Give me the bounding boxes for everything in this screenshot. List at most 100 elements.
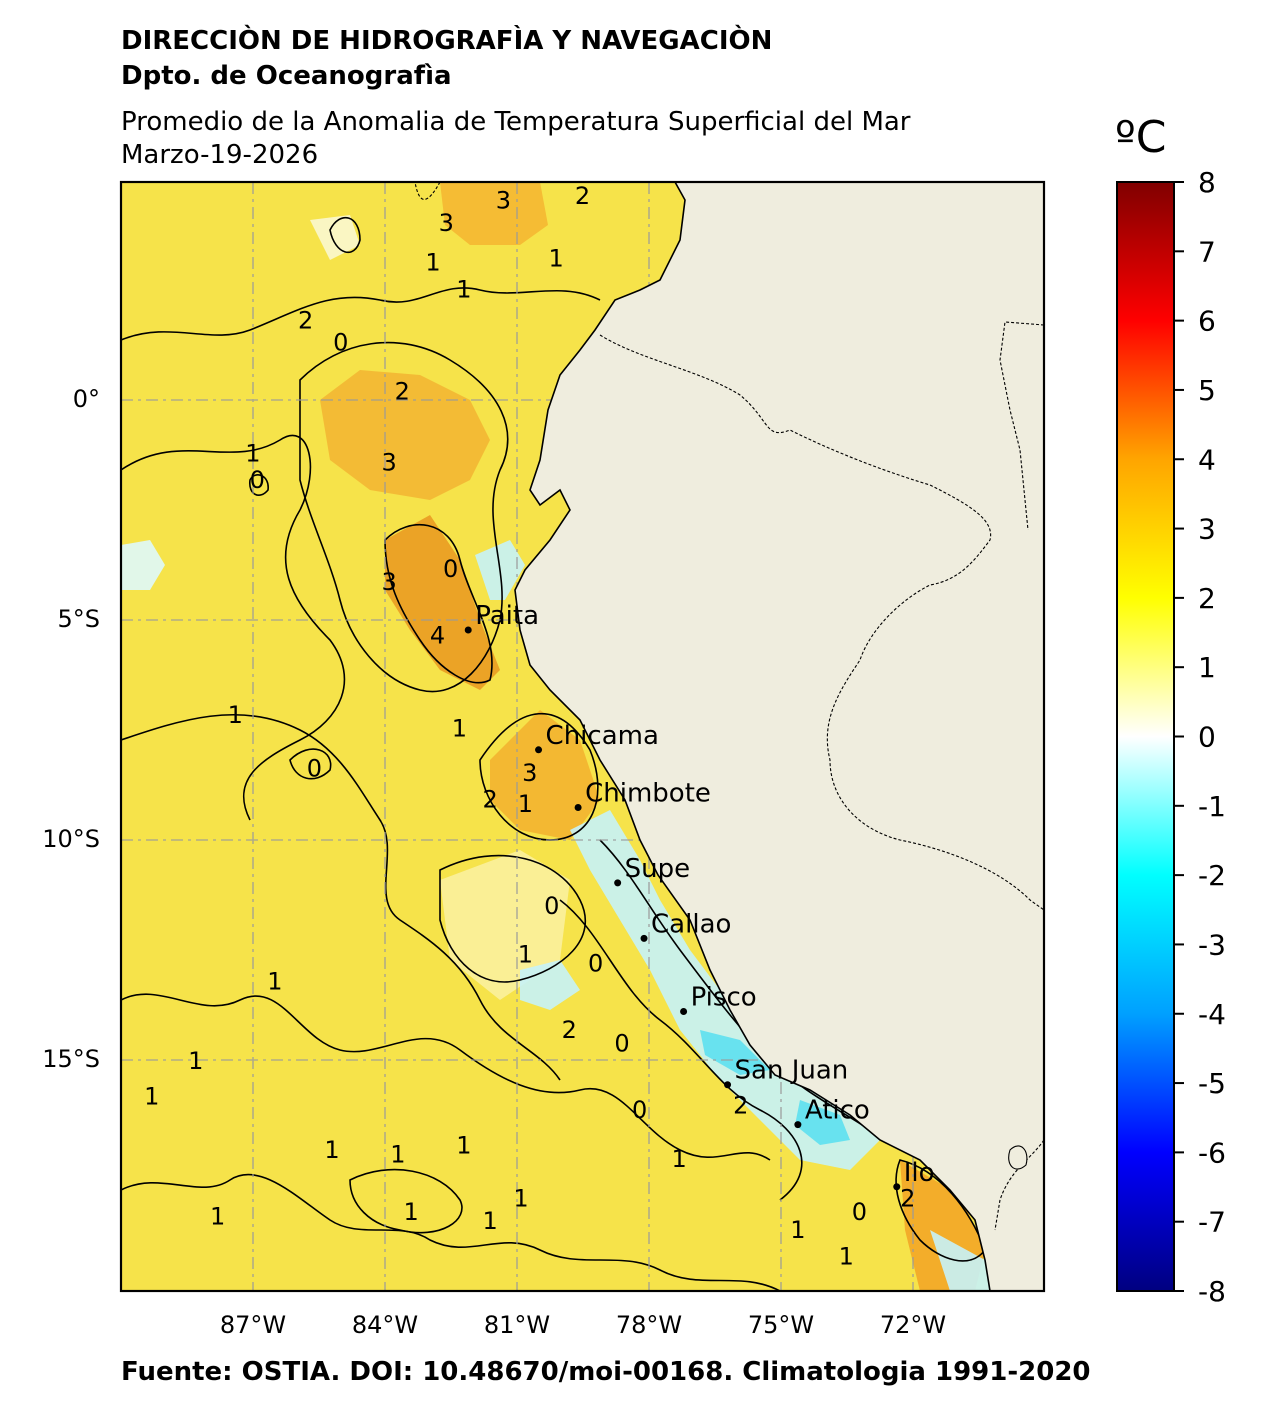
contour-label: 1 [390,1140,405,1168]
contour-label: 0 [588,950,603,978]
colorbar-tick-label: 2 [1198,582,1216,615]
contour-lines [121,216,986,1291]
lon-tick-label: 75°W [748,1311,814,1339]
colorbar-tick-label: -3 [1198,928,1226,961]
city-marker [680,1008,688,1016]
lon-tick-label: 72°W [880,1311,946,1339]
contour-label: 1 [403,1198,418,1226]
contour-label: 1 [839,1242,854,1270]
contour-label: 2 [900,1185,915,1213]
contour-label: 1 [518,790,533,818]
map-date: Marzo-19-2026 [121,140,319,170]
colorbar-tick-label: -7 [1198,1206,1226,1239]
lon-tick-label: 87°W [220,1311,286,1339]
contour-label: 0 [250,466,265,494]
contour-label: 0 [852,1198,867,1226]
lon-tick-label: 84°W [352,1311,418,1339]
city-marker [574,803,582,811]
contour-label: 3 [439,209,454,237]
contour-label: 1 [144,1083,159,1111]
colorbar-tick-label: 1 [1198,651,1216,684]
city-marker [893,1183,901,1191]
contour-label: 1 [456,275,471,303]
contour-label: 2 [395,377,410,405]
warm-anomaly-core [385,515,500,690]
city-label: Chimbote [585,778,711,808]
contour-label: 3 [381,448,396,476]
warm-anomaly-north [440,182,548,245]
contour-label: 1 [210,1202,225,1230]
city-marker [794,1121,802,1129]
colorbar-tick-label: 8 [1198,166,1216,199]
city-label: Pisco [691,983,757,1013]
city-marker [614,879,622,887]
lat-tick-label: 10°S [42,825,100,853]
map-frame [119,180,1046,1293]
data-source-footer: Fuente: OSTIA. DOI: 10.48670/moi-00168. … [121,1357,1091,1387]
city-label: Paita [475,601,539,631]
city-label: Ilo [904,1158,935,1188]
contour-label: 3 [381,568,396,596]
contour-label: 1 [672,1145,687,1173]
contour-label: 1 [790,1216,805,1244]
contour-label: 0 [443,555,458,583]
colorbar-tick-label: 6 [1198,305,1216,338]
contour-label: 4 [430,621,445,649]
contour-label: 2 [575,182,590,210]
city-markers: Paita Chicama Chimbote Supe Callao Pisco San J… [464,601,935,1191]
contour-label: 3 [522,759,537,787]
contour-label: 1 [548,244,563,272]
lon-tick-label: 81°W [484,1311,550,1339]
warm-anomaly-equatorial [320,370,490,500]
city-label: Supe [625,854,690,884]
colorbar-tick-label: 3 [1198,513,1216,546]
city-label: Callao [651,909,731,939]
contour-label: 1 [245,439,260,467]
colorbar-tick-label: 7 [1198,235,1216,268]
colorbar-unit: ºC [1115,112,1167,163]
contour-label: 1 [452,715,467,743]
city-marker [535,746,543,754]
lat-axis: 0° 5°S 10°S 15°S [42,385,100,1073]
country-borders [414,182,1044,1231]
contour-label: 0 [632,1096,647,1124]
contour-label: 1 [425,249,440,277]
colorbar-ticks: 8 7 6 5 4 3 2 1 0 -1 -2 -3 -4 -5 -6 -7 -8 [1174,166,1226,1308]
colorbar-tick-label: -6 [1198,1136,1226,1169]
contour-label: 1 [324,1136,339,1164]
contour-label: 1 [456,1131,471,1159]
lat-tick-label: 5°S [57,605,100,633]
contour-label: 3 [496,187,511,215]
contour-label: 2 [483,785,498,813]
south-america-landmass [514,182,1044,1291]
city-label: San Juan [735,1056,849,1086]
contour-label: 0 [544,892,559,920]
city-marker [640,934,648,942]
colorbar-tick-label: -4 [1198,998,1226,1031]
neutral-patch-north [310,215,360,260]
contour-label: 0 [333,329,348,357]
contour-label: 1 [513,1185,528,1213]
contour-label: 1 [483,1207,498,1235]
colorbar-tick-label: 0 [1198,721,1216,754]
colorbar-tick-label: -1 [1198,790,1226,823]
contour-label: 2 [298,306,313,334]
neutral-patch-offshore [121,540,165,590]
colorbar [1116,181,1175,1292]
colorbar-tick-label: 4 [1198,443,1216,476]
contour-label: 2 [733,1092,748,1120]
neutral-patch-south [440,850,570,1000]
colorbar-tick-label: -5 [1198,1067,1226,1100]
city-marker [724,1081,732,1089]
contour-label: 1 [188,1047,203,1075]
map-subtitle: Promedio de la Anomalia de Temperatura S… [121,107,911,137]
city-label: Atico [805,1096,870,1126]
department-title: Dpto. de Oceanografìa [121,61,452,91]
contour-label: 2 [562,1016,577,1044]
agency-title: DIRECCIÒN DE HIDROGRAFÌA Y NAVEGACIÒN [121,26,773,56]
contour-label: 0 [614,1029,629,1057]
cool-coastal-core [700,1030,850,1145]
